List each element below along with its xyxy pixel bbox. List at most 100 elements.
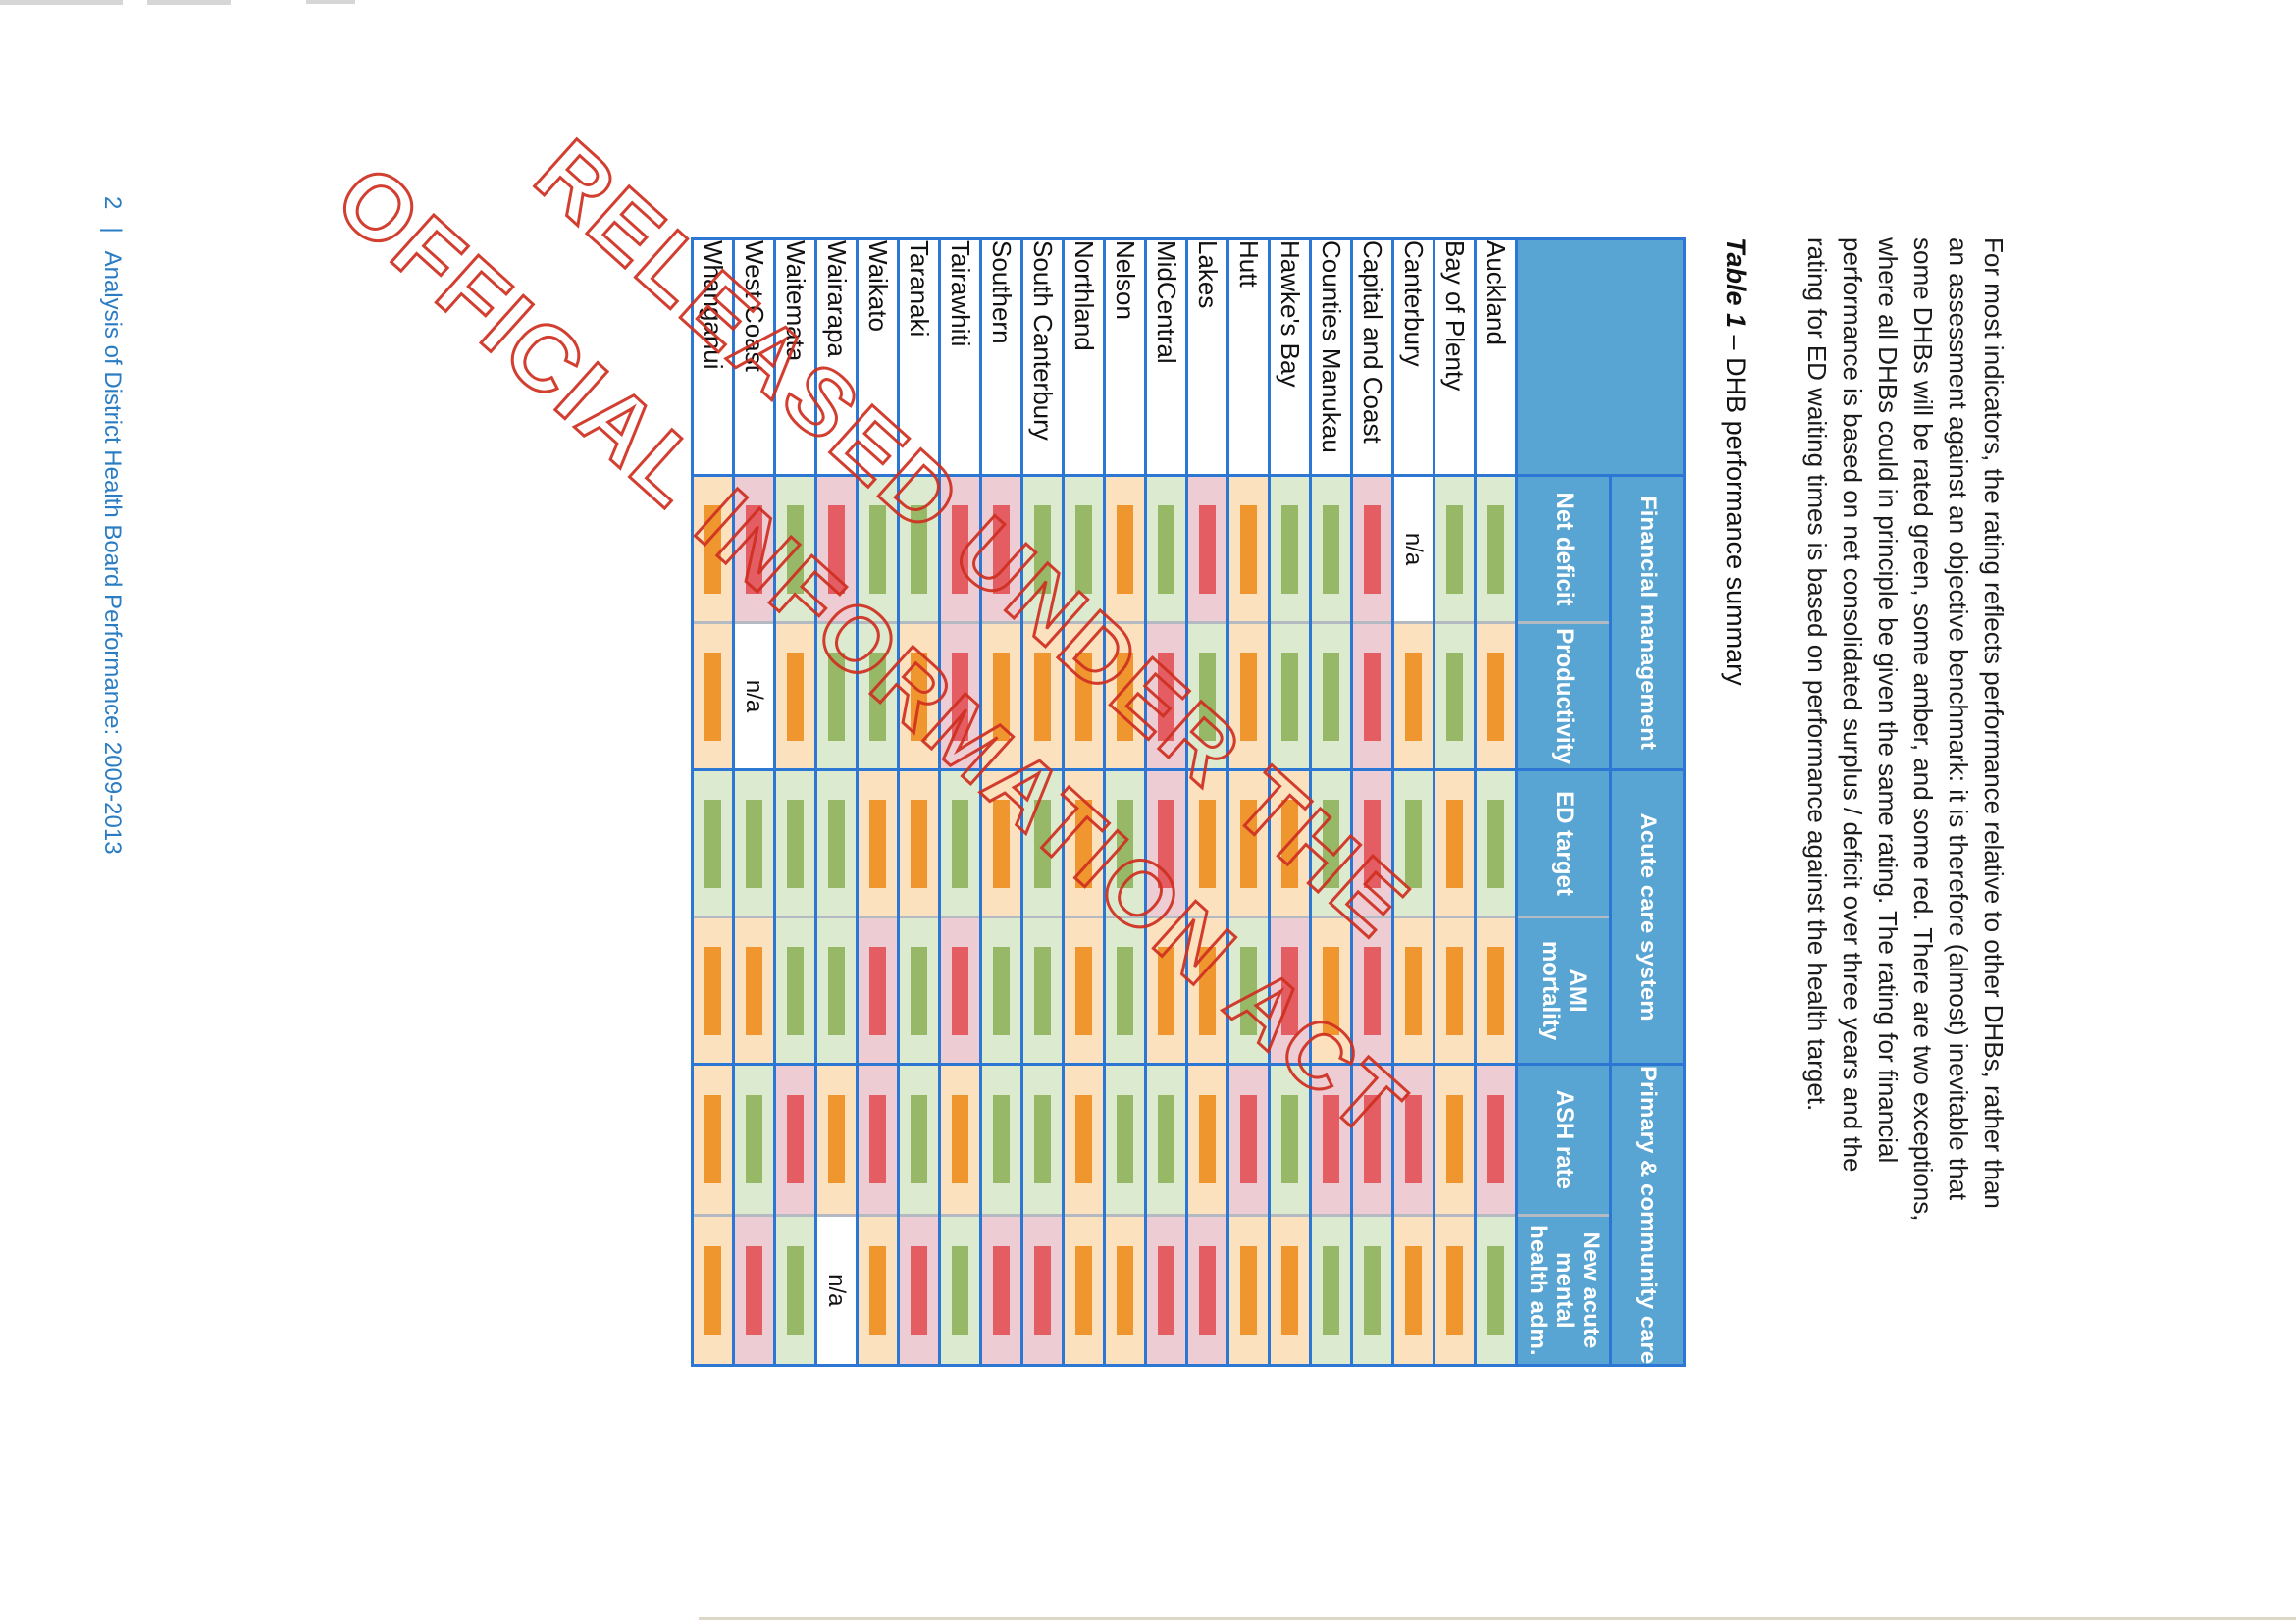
rating-cell-green: [1186, 622, 1228, 770]
table-row: Southern: [980, 238, 1022, 1366]
rating-cell-amber: [1227, 769, 1270, 917]
rating-cell-green: [1475, 769, 1517, 917]
rating-cell-green: [1310, 769, 1352, 917]
rating-bar-green: [1117, 1095, 1133, 1184]
dhb-name-cell: Hawke's Bay: [1269, 238, 1311, 476]
rating-cell-amber: [1392, 1215, 1435, 1366]
rating-cell-red: [857, 916, 899, 1065]
rating-cell-amber: [1392, 916, 1435, 1065]
table-title-text: – DHB performance summary: [1721, 328, 1750, 686]
rating-bar-red: [1034, 1245, 1051, 1335]
rating-bar-red: [952, 946, 968, 1035]
rating-bar-amber: [1446, 1095, 1463, 1184]
rating-bar-red: [911, 1245, 927, 1335]
rating-bar-green: [1364, 1245, 1381, 1335]
paragraph-line: an assessment against an objective bench…: [1944, 237, 1973, 1201]
rating-bar-red: [1281, 946, 1298, 1035]
rating-bar-amber: [704, 1245, 721, 1335]
group-header-3: Primary & community care: [1610, 1064, 1685, 1366]
table-row: Auckland: [1475, 238, 1517, 1366]
rating-bar-amber: [1117, 652, 1133, 741]
rating-bar-green: [1240, 946, 1257, 1035]
dhb-name-cell: Whanganui: [692, 238, 734, 476]
rating-cell-amber: [815, 1064, 858, 1216]
table-row: Lakes: [1186, 238, 1228, 1366]
rating-bar-amber: [1117, 504, 1133, 594]
rating-bar-red: [746, 1245, 762, 1335]
rating-cell-green: [1021, 475, 1064, 623]
rating-cell-amber: [1063, 622, 1105, 770]
rating-bar-amber: [1075, 1245, 1092, 1335]
rating-bar-amber: [952, 1095, 968, 1184]
rating-bar-green: [1323, 504, 1339, 594]
rating-bar-amber: [1281, 1245, 1298, 1335]
table-row: Waikato: [857, 238, 899, 1366]
rating-bar-green: [1323, 1245, 1339, 1335]
rating-bar-red: [1364, 1095, 1381, 1184]
rating-cell-amber: [857, 769, 899, 917]
table-row: Northland: [1063, 238, 1105, 1366]
rating-cell-red: [980, 1215, 1022, 1366]
rating-bar-amber: [1487, 652, 1504, 741]
rating-cell-red: [939, 916, 981, 1065]
rating-bar-green: [1117, 946, 1133, 1035]
rating-cell-green: [1434, 475, 1476, 623]
rating-cell-green: [1145, 1064, 1187, 1216]
rating-bar-green: [1117, 799, 1133, 888]
rating-cell-amber: [1310, 916, 1352, 1065]
page-number: 2: [99, 196, 126, 210]
rating-cell-amber: [692, 475, 734, 623]
rating-cell-amber: [1227, 622, 1270, 770]
rating-bar-amber: [1487, 946, 1504, 1035]
rating-bar-red: [1158, 799, 1174, 888]
rating-bar-red: [1158, 1245, 1174, 1335]
rating-bar-green: [993, 946, 1010, 1035]
rating-cell-red: [857, 1064, 899, 1216]
rating-cell-amber: [774, 622, 816, 770]
rating-cell-red: [1186, 475, 1228, 623]
rating-bar-amber: [1240, 1245, 1257, 1335]
rating-cell-green: [1104, 769, 1146, 917]
rating-cell-amber: [1021, 622, 1064, 770]
rating-bar-red: [952, 652, 968, 741]
rating-cell-amber: [1434, 769, 1476, 917]
scan-artifact-top-3: [306, 0, 355, 4]
rating-cell-amber: [1475, 916, 1517, 1065]
footer-title: Analysis of District Health Board Perfor…: [99, 250, 126, 855]
rating-cell-amber: [1434, 1064, 1476, 1216]
rating-bar-amber: [1323, 946, 1339, 1035]
rating-bar-red: [1487, 1095, 1504, 1184]
group-header-2: Acute care system: [1610, 769, 1685, 1065]
dhb-name-cell: Lakes: [1186, 238, 1228, 476]
rating-bar-red: [1158, 652, 1174, 741]
rating-bar-red: [1323, 1095, 1339, 1184]
rating-cell-green: [774, 1215, 816, 1366]
rating-cell-green: [1104, 1064, 1146, 1216]
rating-cell-red: [1351, 622, 1393, 770]
rating-bar-green: [1281, 504, 1298, 594]
rating-cell-amber: [1227, 1215, 1270, 1366]
rating-cell-red: [1145, 769, 1187, 917]
rating-cell-amber: [692, 916, 734, 1065]
rating-cell-green: [774, 475, 816, 623]
rating-cell-na: n/a: [1392, 475, 1435, 623]
rating-cell-red: [939, 475, 981, 623]
rating-bar-amber: [1240, 504, 1257, 594]
table-title: Table 1 – DHB performance summary: [1720, 237, 1750, 686]
rating-cell-amber: [898, 769, 940, 917]
rating-bar-amber: [1405, 946, 1422, 1035]
table-row: Waitemata: [774, 238, 816, 1366]
rating-cell-red: [939, 622, 981, 770]
rating-cell-green: [898, 916, 940, 1065]
dhb-name-cell: Wairarapa: [815, 238, 858, 476]
rating-cell-amber: [1063, 1215, 1105, 1366]
rating-bar-green: [1075, 504, 1092, 594]
column-header-1: Net deficit: [1516, 475, 1611, 623]
dhb-name-cell: Southern: [980, 238, 1022, 476]
rating-cell-green: [1310, 622, 1352, 770]
rating-bar-green: [869, 504, 886, 594]
rating-cell-green: [857, 622, 899, 770]
rating-bar-amber: [993, 652, 1010, 741]
rating-cell-green: [1269, 622, 1311, 770]
